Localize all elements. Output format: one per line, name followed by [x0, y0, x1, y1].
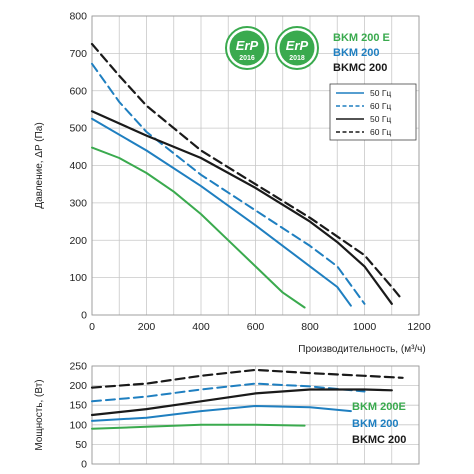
y-tick-label: 700: [69, 48, 87, 60]
badge-year: 2016: [239, 55, 255, 62]
badge-disc: [229, 30, 265, 66]
x-tick-label: 600: [247, 321, 265, 333]
series-line-blue-solid: [91, 117, 352, 307]
erp-badges: ErP 2016 ErP 2018: [225, 26, 319, 70]
model-label-blue: BKM 200: [333, 47, 379, 59]
model-label-black: BKMC 200: [333, 62, 387, 74]
x-tick-label: 200: [138, 321, 156, 333]
series-line-black-solid: [90, 110, 393, 305]
badge-year: 2018: [289, 55, 305, 62]
y-axis-title: Давление, ΔP (Па): [34, 122, 45, 208]
series-line-black-dashed: [90, 42, 404, 302]
x-axis-title: Производительность, (м³/ч): [298, 344, 425, 355]
x-tick-label: 1200: [407, 321, 431, 333]
series-line-green-solid: [91, 146, 306, 309]
badge-disc: [279, 30, 315, 66]
legend-label: 60 Гц: [370, 127, 391, 137]
line-style-legend: 50 Гц 60 Гц 50 Гц 60 Гц: [329, 83, 417, 141]
series-line-black-dashed: [90, 368, 404, 389]
y-tick-label: 0: [81, 310, 87, 322]
series-line-blue-dashed: [91, 382, 366, 403]
y-tick-label: 800: [69, 11, 87, 23]
erp-badge-2018: ErP 2018: [275, 26, 319, 70]
model-label-black: BKMC 200: [352, 434, 406, 446]
y-tick-label: 100: [69, 419, 87, 431]
x-tick-label: 800: [301, 321, 319, 333]
y-tick-label: 50: [75, 439, 87, 451]
model-label-green: BKM 200E: [352, 401, 406, 413]
y-tick-label: 400: [69, 160, 87, 172]
x-tick-label: 400: [192, 321, 210, 333]
power-chart: 0 50 100 150 200 250 Мощность, (Вт) BKM 200E BKM…: [34, 361, 420, 471]
y-tick-label: 500: [69, 123, 87, 135]
erp-badge-2016: ErP 2016: [225, 26, 269, 70]
y-tick-label: 150: [69, 400, 87, 412]
series-line-green-solid: [91, 423, 306, 430]
y-tick-label: 100: [69, 272, 87, 284]
legend-label: 50 Гц: [370, 88, 391, 98]
legend-label: 50 Гц: [370, 114, 391, 124]
pressure-chart: 0 100 200 300 400 500 600 700 800 0 200 400 600 800 10…: [34, 11, 431, 356]
y-tick-label: 300: [69, 197, 87, 209]
series-line-blue-dashed: [91, 62, 366, 305]
y-tick-label: 0: [81, 459, 87, 471]
x-tick-label: 1000: [353, 321, 377, 333]
plot-frame: [91, 15, 420, 316]
y-axis-title: Мощность, (Вт): [34, 379, 45, 450]
badge-label: ErP: [236, 38, 259, 53]
series-line-black-solid: [90, 388, 393, 417]
legend-label: 60 Гц: [370, 101, 391, 111]
y-tick-label: 200: [69, 380, 87, 392]
series-line-blue-solid: [91, 405, 352, 422]
model-label-green: BKM 200 E: [333, 32, 390, 44]
model-label-blue: BKM 200: [352, 418, 398, 430]
y-tick-label: 200: [69, 235, 87, 247]
badge-label: ErP: [286, 38, 309, 53]
x-tick-label: 0: [89, 321, 95, 333]
y-tick-label: 600: [69, 85, 87, 97]
y-tick-label: 250: [69, 361, 87, 373]
